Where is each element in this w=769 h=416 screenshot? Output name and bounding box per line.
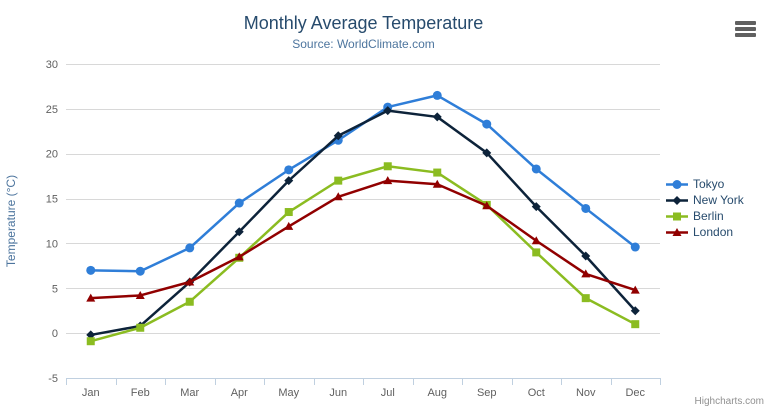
legend-item-london[interactable]: London: [666, 224, 744, 240]
data-point[interactable]: [630, 285, 640, 294]
series-line-new-york: [89, 109, 637, 337]
data-point[interactable]: [86, 337, 95, 346]
y-axis-title: Temperature (°C): [4, 175, 18, 267]
data-point[interactable]: [383, 176, 393, 185]
data-point[interactable]: [284, 165, 294, 175]
data-point[interactable]: [630, 306, 640, 316]
export-menu-button[interactable]: [735, 21, 756, 37]
data-point[interactable]: [672, 227, 682, 236]
data-point[interactable]: [581, 269, 591, 278]
series-line-london: [89, 179, 637, 300]
data-point[interactable]: [135, 266, 145, 276]
data-point[interactable]: [631, 320, 640, 329]
data-point[interactable]: [284, 221, 294, 230]
data-point[interactable]: [432, 112, 442, 122]
x-axis-label: Jul: [381, 387, 395, 399]
data-point[interactable]: [333, 192, 343, 201]
data-point[interactable]: [185, 297, 194, 306]
data-point[interactable]: [334, 176, 343, 185]
x-axis-label: Feb: [131, 387, 150, 399]
chart-subtitle: Source: WorldClimate.com: [292, 37, 435, 51]
hamburger-menu-icon: [735, 27, 756, 31]
x-axis-label: Jan: [82, 387, 100, 399]
data-point[interactable]: [383, 106, 393, 116]
legend: Tokyo New York Berlin London: [666, 176, 744, 240]
y-axis-label: 10: [46, 238, 58, 250]
legend-item-label: New York: [693, 193, 744, 207]
series-tokyo[interactable]: [86, 90, 640, 276]
y-axis-label: 0: [52, 328, 58, 340]
data-point[interactable]: [630, 242, 640, 252]
data-point[interactable]: [383, 162, 392, 171]
data-point[interactable]: [86, 330, 96, 340]
data-point[interactable]: [185, 243, 195, 253]
data-point[interactable]: [531, 202, 541, 212]
y-axis-label: 25: [46, 104, 58, 116]
data-point[interactable]: [672, 179, 682, 189]
x-axis-label: Apr: [231, 387, 248, 399]
data-point[interactable]: [482, 148, 492, 158]
data-point[interactable]: [284, 176, 294, 186]
hamburger-menu-icon: [735, 33, 756, 37]
legend-item-new-york[interactable]: New York: [666, 192, 744, 208]
data-point[interactable]: [581, 294, 590, 303]
y-axis-label: -5: [48, 373, 58, 385]
data-point[interactable]: [672, 195, 682, 205]
data-point[interactable]: [482, 119, 492, 129]
data-point[interactable]: [432, 179, 442, 188]
data-point[interactable]: [234, 198, 244, 208]
data-point[interactable]: [234, 252, 244, 261]
data-point[interactable]: [136, 323, 145, 332]
legend-item-tokyo[interactable]: Tokyo: [666, 176, 744, 192]
data-point[interactable]: [234, 227, 244, 237]
data-point[interactable]: [581, 203, 591, 213]
x-axis-label: Mar: [180, 387, 199, 399]
hamburger-menu-icon: [735, 21, 756, 25]
legend-marker-icon: [666, 195, 688, 205]
x-axis-label: Sep: [477, 387, 497, 399]
x-axis-label: Dec: [625, 387, 645, 399]
y-axis-label: 15: [46, 194, 58, 206]
x-axis-label: Nov: [576, 387, 596, 399]
data-point[interactable]: [433, 168, 442, 177]
legend-item-label: Berlin: [693, 209, 724, 223]
legend-marker-icon: [666, 212, 688, 220]
series-line-tokyo: [89, 94, 637, 273]
legend-item-label: Tokyo: [693, 177, 725, 191]
data-point[interactable]: [86, 293, 96, 302]
data-point[interactable]: [185, 277, 195, 286]
credits-link[interactable]: Highcharts.com: [694, 396, 764, 407]
data-point[interactable]: [482, 201, 492, 210]
data-point[interactable]: [432, 90, 442, 100]
data-point[interactable]: [86, 265, 96, 275]
x-axis-label: Jun: [329, 387, 347, 399]
data-point[interactable]: [673, 212, 681, 220]
x-axis-label: May: [278, 387, 299, 399]
data-point[interactable]: [531, 164, 541, 174]
chart-title: Monthly Average Temperature: [243, 13, 484, 33]
legend-marker-icon: [666, 179, 688, 189]
series-london[interactable]: [86, 176, 640, 302]
series-new-york[interactable]: [86, 106, 640, 340]
x-axis-label: Aug: [427, 387, 447, 399]
legend-marker-icon: [666, 227, 688, 236]
y-axis-label: 30: [46, 59, 58, 71]
data-point[interactable]: [135, 290, 145, 299]
y-axis-label: 20: [46, 149, 58, 161]
data-point[interactable]: [333, 131, 343, 141]
y-axis-label: 5: [52, 283, 58, 295]
x-axis-label: Oct: [528, 387, 545, 399]
legend-item-label: London: [693, 225, 734, 239]
series-line-berlin: [89, 165, 637, 343]
data-point[interactable]: [531, 236, 541, 245]
data-point[interactable]: [284, 208, 293, 217]
data-point[interactable]: [581, 251, 591, 261]
legend-item-berlin[interactable]: Berlin: [666, 208, 744, 224]
data-point[interactable]: [532, 248, 541, 257]
